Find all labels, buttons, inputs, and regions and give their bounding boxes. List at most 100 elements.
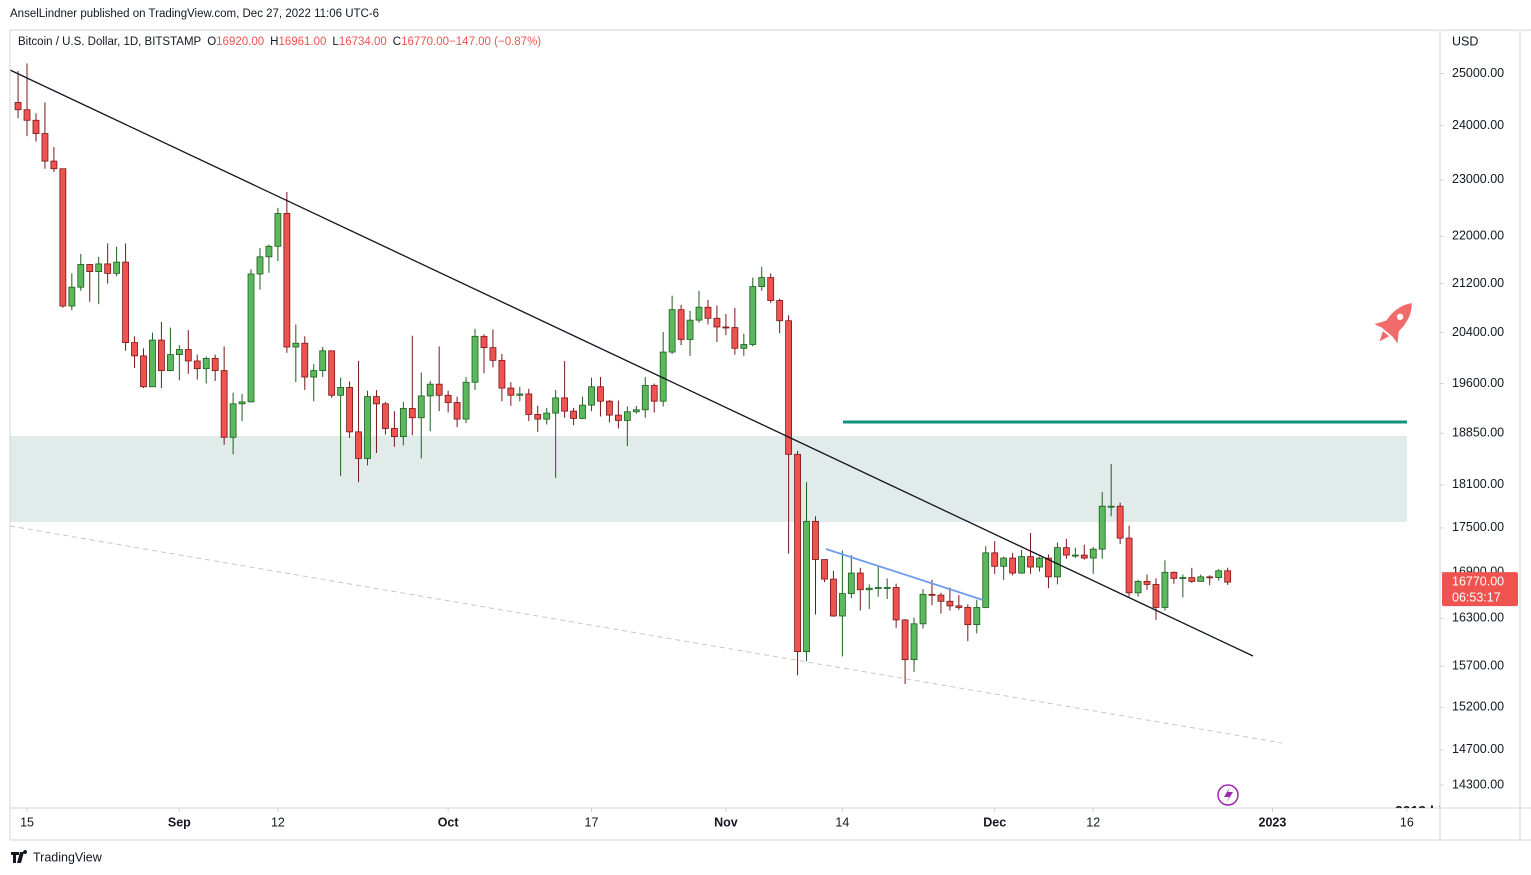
candle-body	[838, 593, 846, 617]
candle-body	[785, 320, 793, 455]
candle-body	[964, 607, 972, 626]
candle-body	[1134, 580, 1142, 594]
candle-body	[597, 386, 604, 402]
symbol-title: Bitcoin / U.S. Dollar, 1D, BITSTAMP	[18, 36, 202, 48]
candle-body	[1089, 548, 1097, 559]
candle-body	[1179, 577, 1187, 579]
candle-body	[50, 160, 58, 170]
candle-body	[193, 360, 201, 370]
rocket-icon	[1374, 303, 1412, 344]
candle-body	[292, 342, 300, 348]
y-tick-label: 18850.00	[1452, 426, 1504, 440]
y-tick-label: 20400.00	[1452, 325, 1504, 339]
legend-key: O	[207, 36, 216, 48]
publisher-header: AnselLindner published on TradingView.co…	[10, 8, 379, 20]
candle-body	[1224, 570, 1232, 583]
candle-body	[507, 387, 515, 396]
wedge-line	[825, 548, 984, 601]
candle-body	[1098, 505, 1106, 550]
candle-body	[830, 578, 837, 617]
candle-body	[382, 403, 389, 429]
candle-body	[166, 354, 174, 371]
legend-key: H	[270, 36, 278, 48]
candle-body	[856, 572, 864, 591]
candle-body	[650, 385, 658, 402]
candle-body	[68, 286, 76, 307]
candle-body	[1116, 505, 1124, 539]
candle-body	[373, 396, 380, 405]
candles	[14, 63, 1232, 685]
candle-body	[1080, 554, 1088, 559]
candle-body	[283, 213, 291, 348]
candle-body	[803, 520, 810, 652]
candle-body	[588, 386, 595, 406]
candle-body	[534, 414, 542, 420]
candle-body	[552, 397, 560, 414]
x-tick-label: Nov	[714, 815, 738, 829]
candle-body	[749, 286, 757, 345]
candle-body	[641, 385, 649, 411]
footer-brand: TradingView	[33, 850, 103, 864]
legend-value: 16920.00	[216, 36, 264, 48]
candle-body	[498, 359, 506, 389]
y-tick-label: 17500.00	[1452, 520, 1504, 534]
candle-body	[910, 623, 918, 661]
candle-body	[1045, 557, 1052, 578]
candle-body	[955, 605, 963, 608]
candle-body	[319, 350, 327, 371]
candle-body	[229, 403, 237, 438]
candle-body	[991, 552, 999, 567]
candle-body	[238, 401, 246, 405]
y-tick-label: 15200.00	[1452, 700, 1504, 714]
candle-body	[776, 300, 784, 322]
candle-body	[686, 319, 694, 340]
candle-body	[149, 339, 156, 388]
candle-body	[310, 370, 318, 378]
candle-body	[901, 619, 909, 661]
legend-key: C	[393, 36, 401, 48]
candle-body	[435, 383, 443, 396]
candle-body	[1188, 577, 1196, 582]
candle-body	[1215, 570, 1223, 578]
candle-body	[113, 261, 121, 274]
annotation-label: 2019 high	[1395, 803, 1460, 819]
candle-body	[668, 309, 676, 353]
y-tick-label: 14300.00	[1452, 777, 1504, 791]
candle-body	[489, 347, 497, 361]
x-tick-label: 15	[20, 815, 34, 829]
candle-body	[695, 306, 703, 321]
candle-body	[579, 404, 586, 419]
candle-body	[175, 349, 183, 356]
symbol-legend: Bitcoin / U.S. Dollar, 1D, BITSTAMP O1692…	[18, 36, 541, 48]
lightning-icon[interactable]	[1217, 784, 1239, 806]
x-tick-label: 12	[271, 815, 285, 829]
candle-body	[202, 358, 210, 370]
candle-body	[1027, 556, 1034, 568]
candle-body	[14, 102, 22, 111]
candle-body	[892, 587, 900, 621]
candle-body	[364, 396, 371, 459]
candle-body	[77, 264, 85, 288]
candle-body	[570, 410, 577, 419]
candle-body	[623, 411, 631, 421]
x-tick-label: 2023	[1259, 815, 1287, 829]
legend-key: L	[332, 36, 339, 48]
legend-value: 16770.00	[401, 36, 449, 48]
candle-body	[104, 263, 112, 274]
legend-value: −147.00 (−0.87%)	[449, 36, 541, 48]
y-tick-label: 15700.00	[1452, 658, 1504, 672]
candle-body	[346, 387, 353, 433]
candle-body	[874, 587, 882, 589]
candle-body	[471, 335, 479, 383]
candle-body	[937, 594, 945, 602]
candle-body	[821, 559, 828, 580]
candle-body	[1161, 571, 1169, 608]
candle-body	[731, 327, 739, 349]
footer-logo	[11, 850, 28, 863]
legend-value: 16734.00	[339, 36, 387, 48]
candle-body	[614, 414, 622, 421]
candle-body	[982, 552, 990, 608]
candle-body	[274, 213, 282, 247]
candle-body	[1152, 584, 1160, 608]
